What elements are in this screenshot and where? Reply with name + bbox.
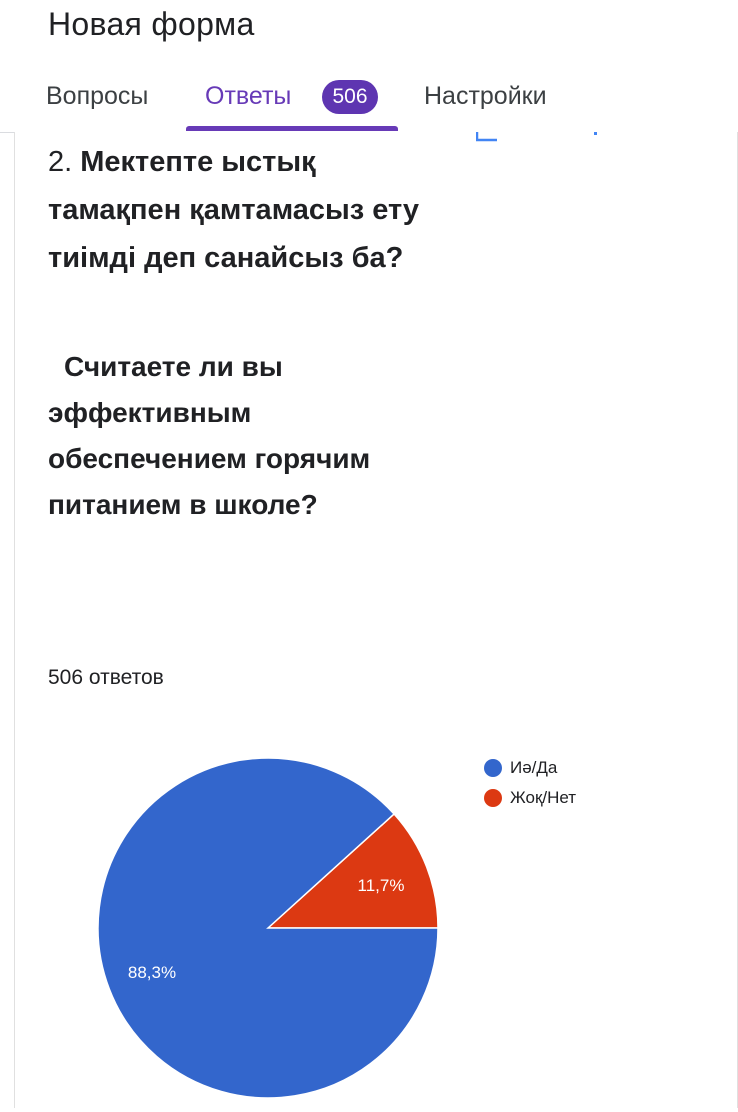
pie-label-yes: 88,3% [128,963,176,982]
question-title-ru: Считаете ли вы эффективным обеспечением … [48,351,371,520]
question-number: 2. [48,146,73,178]
tab-responses[interactable]: Ответы [205,82,292,110]
question-text-kk: Мектепте ыстық тамақпен қамтамасыз ету т… [48,146,420,274]
pie-slice-no[interactable] [266,812,439,929]
tab-questions[interactable]: Вопросы [46,82,149,110]
pie-label-no: 11,7% [358,876,405,895]
legend-swatch-yes [484,759,502,777]
legend-label-no: Жоқ/Нет [510,788,577,807]
responses-count-badge: 506 [322,80,378,114]
copy-chart-icon[interactable] [476,132,498,142]
pie-slice-yes[interactable] [97,757,439,1099]
app-header: Новая форма Вопросы Ответы 506 Настройки [0,0,738,133]
response-count: 506 ответов [48,666,164,689]
tab-settings[interactable]: Настройки [424,82,547,110]
form-title[interactable]: Новая форма [48,6,255,42]
card-edge-mark [594,132,597,135]
legend-label-yes: Иә/Да [510,758,558,777]
question-title-kk: 2. Мектепте ыстық тамақпен қамтамасыз ет… [48,138,428,282]
legend-swatch-no [484,789,502,807]
active-tab-indicator [186,126,398,131]
